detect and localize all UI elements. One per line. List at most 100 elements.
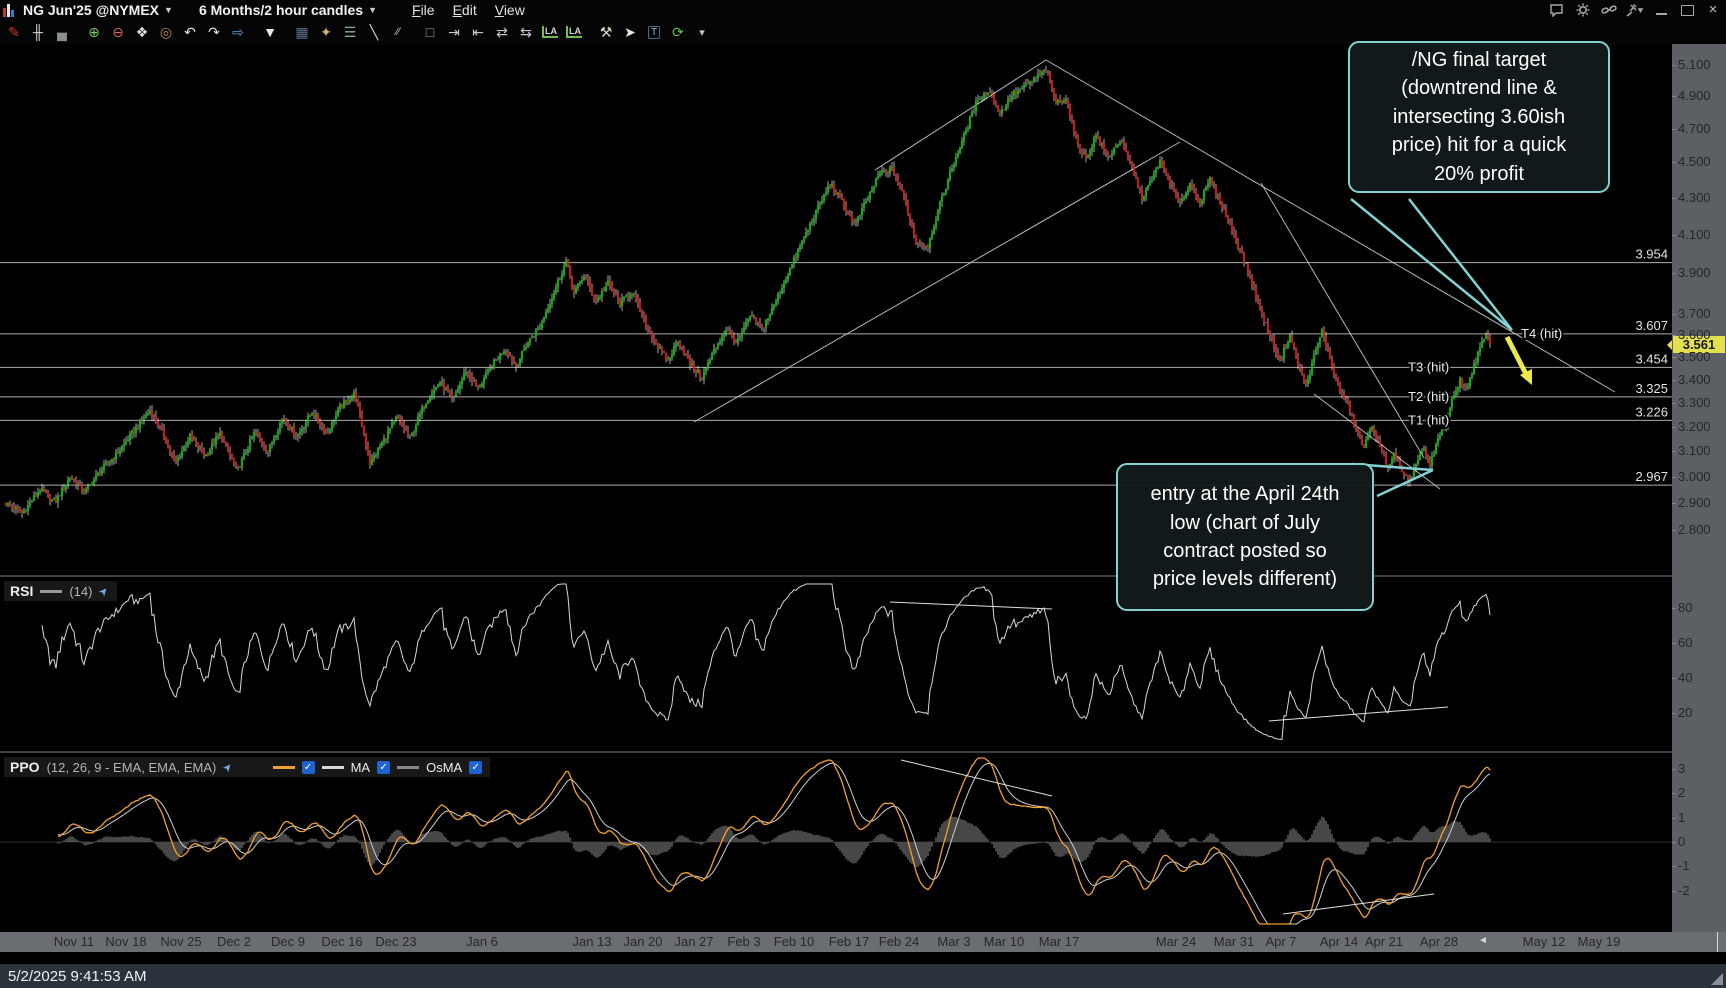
ppo-header: PPO (12, 26, 9 - EMA, EMA, EMA) ➤ ✓ MA ✓… <box>4 757 491 777</box>
maximize-icon[interactable] <box>1676 2 1698 18</box>
ppo-checkbox[interactable]: ✓ <box>301 760 315 774</box>
toolbar: ✎ ╫ ▄ ⊕ ⊖ ❖ ◎ ↶ ↷ ⇨ ▼ ▦ ✦ ☰ ╲ ⁄⁄ □ ⇥ ⇤ ⇄ ⇆ LA LA ⚒ ➤ T ⟳ ▾ <box>0 20 1726 44</box>
app-icon <box>3 3 17 17</box>
zoom-in-icon[interactable]: ⊕ <box>88 23 100 40</box>
pan-hand-icon[interactable]: ❖ <box>135 23 149 40</box>
trendline[interactable] <box>693 141 1181 423</box>
pane-separator[interactable] <box>0 751 1726 753</box>
title-bar: NG Jun'25 @NYMEX ▼ 6 Months/2 hour candl… <box>0 0 1726 20</box>
rsi-tick: 40 <box>1671 669 1693 685</box>
pointer-icon[interactable]: ➤ <box>624 23 636 40</box>
quote-balloon-icon[interactable] <box>1546 2 1568 18</box>
rsi-trendline[interactable] <box>1268 706 1449 722</box>
date-tick: Nov 18 <box>105 934 147 949</box>
pin-icon[interactable] <box>1624 2 1646 18</box>
dropdown-triangle-icon[interactable]: ▼ <box>263 24 277 40</box>
date-tick: Dec 2 <box>217 934 251 949</box>
ma-checkbox[interactable]: ✓ <box>377 760 391 774</box>
level-label: 3.607 <box>1635 318 1668 333</box>
price-tick: 3.600 <box>1672 327 1711 343</box>
volume-bars-icon[interactable]: ▄ <box>57 24 67 40</box>
price-tick: 3.200 <box>1672 418 1711 434</box>
menu-view[interactable]: View <box>494 2 525 18</box>
rsi-trendline[interactable] <box>889 601 1053 610</box>
price-tick: 4.500 <box>1672 154 1711 170</box>
line-tool-icon[interactable]: ╲ <box>369 23 379 40</box>
expand-right-icon[interactable]: ⇥ <box>448 23 460 40</box>
now-marker-icon: ◄ <box>1478 935 1488 946</box>
date-tick: Apr 14 <box>1319 934 1359 949</box>
ppo-line <box>57 757 1491 925</box>
text-tool-icon[interactable]: T <box>643 22 665 42</box>
hatch-lines-icon[interactable]: ⁄⁄ <box>396 26 400 38</box>
rsi-header: RSI (14) ➤ <box>4 581 117 601</box>
date-tick: Apr 21 <box>1364 934 1404 949</box>
ppo-tick: -2 <box>1672 882 1690 898</box>
close-icon[interactable]: × <box>1708 1 1718 18</box>
price-tick: 3.300 <box>1672 394 1711 410</box>
level-label: 2.967 <box>1635 469 1668 484</box>
rsi-pane[interactable] <box>0 578 1672 748</box>
ppo-pane[interactable] <box>0 754 1672 930</box>
osma-checkbox[interactable]: ✓ <box>469 760 483 774</box>
redo-icon[interactable]: ↷ <box>208 23 220 40</box>
rsi-params: (14) <box>69 583 93 599</box>
ppo-trendline[interactable] <box>900 759 1053 797</box>
link-icon[interactable] <box>1598 2 1620 18</box>
price-tick: 3.400 <box>1672 371 1711 387</box>
level-label: 3.954 <box>1635 247 1668 262</box>
chevron-down-icon: ▼ <box>164 5 173 15</box>
compress-horizontal-icon[interactable]: ⇆ <box>520 23 532 40</box>
pane-separator[interactable] <box>0 575 1726 577</box>
axis-scale-alt-icon[interactable]: LA <box>563 22 585 42</box>
minimize-icon[interactable] <box>1650 2 1672 18</box>
axis-edge-line <box>1717 932 1718 952</box>
trendline[interactable] <box>874 59 1047 171</box>
menu-file[interactable]: File <box>412 2 435 18</box>
ppo-params: (12, 26, 9 - EMA, EMA, EMA) <box>46 759 217 775</box>
date-tick: Feb 10 <box>773 934 815 949</box>
date-tick: Nov 11 <box>53 934 95 949</box>
select-rect-icon[interactable]: □ <box>425 24 435 40</box>
price-tick: 2.800 <box>1672 522 1711 538</box>
gear-icon[interactable] <box>1572 2 1594 18</box>
date-tick: Jan 27 <box>674 934 714 949</box>
axis-scale-icon[interactable]: LA <box>539 22 561 42</box>
refresh-icon[interactable]: ⟳ <box>672 23 684 40</box>
zoom-out-icon[interactable]: ⊖ <box>112 23 124 40</box>
timeframe-label: 6 Months/2 hour candles <box>198 2 364 18</box>
expand-horizontal-icon[interactable]: ⇄ <box>496 23 508 40</box>
timeframe-selector[interactable]: 6 Months/2 hour candles ▼ <box>199 2 377 18</box>
pointer-hand-icon[interactable]: ➤ <box>220 759 236 775</box>
candlestick-chart-icon[interactable]: ╫ <box>33 24 43 40</box>
menu-edit[interactable]: Edit <box>452 2 477 18</box>
chart-type-icon[interactable]: ▦ <box>295 23 309 40</box>
stamp-tool-icon[interactable]: ✦ <box>320 23 332 40</box>
date-axis[interactable]: ◄ Nov 11 Nov 18 Nov 25 Dec 2 Dec 9 Dec 16 Dec … <box>0 932 1726 952</box>
ppo-ma-line <box>57 762 1491 925</box>
entry-callout[interactable]: entry at the April 24th low (chart of Ju… <box>1116 463 1374 611</box>
refresh-caret-icon[interactable]: ▾ <box>699 26 705 39</box>
pointer-hand-icon[interactable]: ➤ <box>96 583 113 599</box>
undo-icon[interactable]: ↶ <box>184 23 196 40</box>
crosshair-icon[interactable]: ◎ <box>159 23 173 40</box>
target-label: T2 (hit) <box>1408 389 1449 404</box>
expand-left-icon[interactable]: ⇤ <box>472 23 484 40</box>
trendline[interactable] <box>1260 182 1425 459</box>
ppo-tick: -1 <box>1672 858 1690 874</box>
resize-grip[interactable] <box>1711 973 1723 985</box>
target-label: T3 (hit) <box>1408 359 1449 374</box>
final-target-callout[interactable]: /NG final target (downtrend line & inter… <box>1348 41 1610 193</box>
ppo-trendline[interactable] <box>1282 893 1435 915</box>
price-axis[interactable]: 3.561 5.100 4.900 4.700 4.500 4.300 4.100 3.90… <box>1667 44 1726 932</box>
rsi-line <box>41 583 1491 740</box>
wrench-icon[interactable]: ⚒ <box>599 23 613 40</box>
trendline-pencil-icon[interactable]: ✎ <box>8 23 20 40</box>
date-tick: Mar 17 <box>1038 934 1080 949</box>
symbol-selector[interactable]: NG Jun'25 @NYMEX ▼ <box>23 2 173 18</box>
levels-list-icon[interactable]: ☰ <box>343 23 357 40</box>
forward-arrow-icon[interactable]: ⇨ <box>232 23 244 40</box>
date-tick: Nov 25 <box>160 934 202 949</box>
ppo-tick: 0 <box>1671 834 1686 849</box>
